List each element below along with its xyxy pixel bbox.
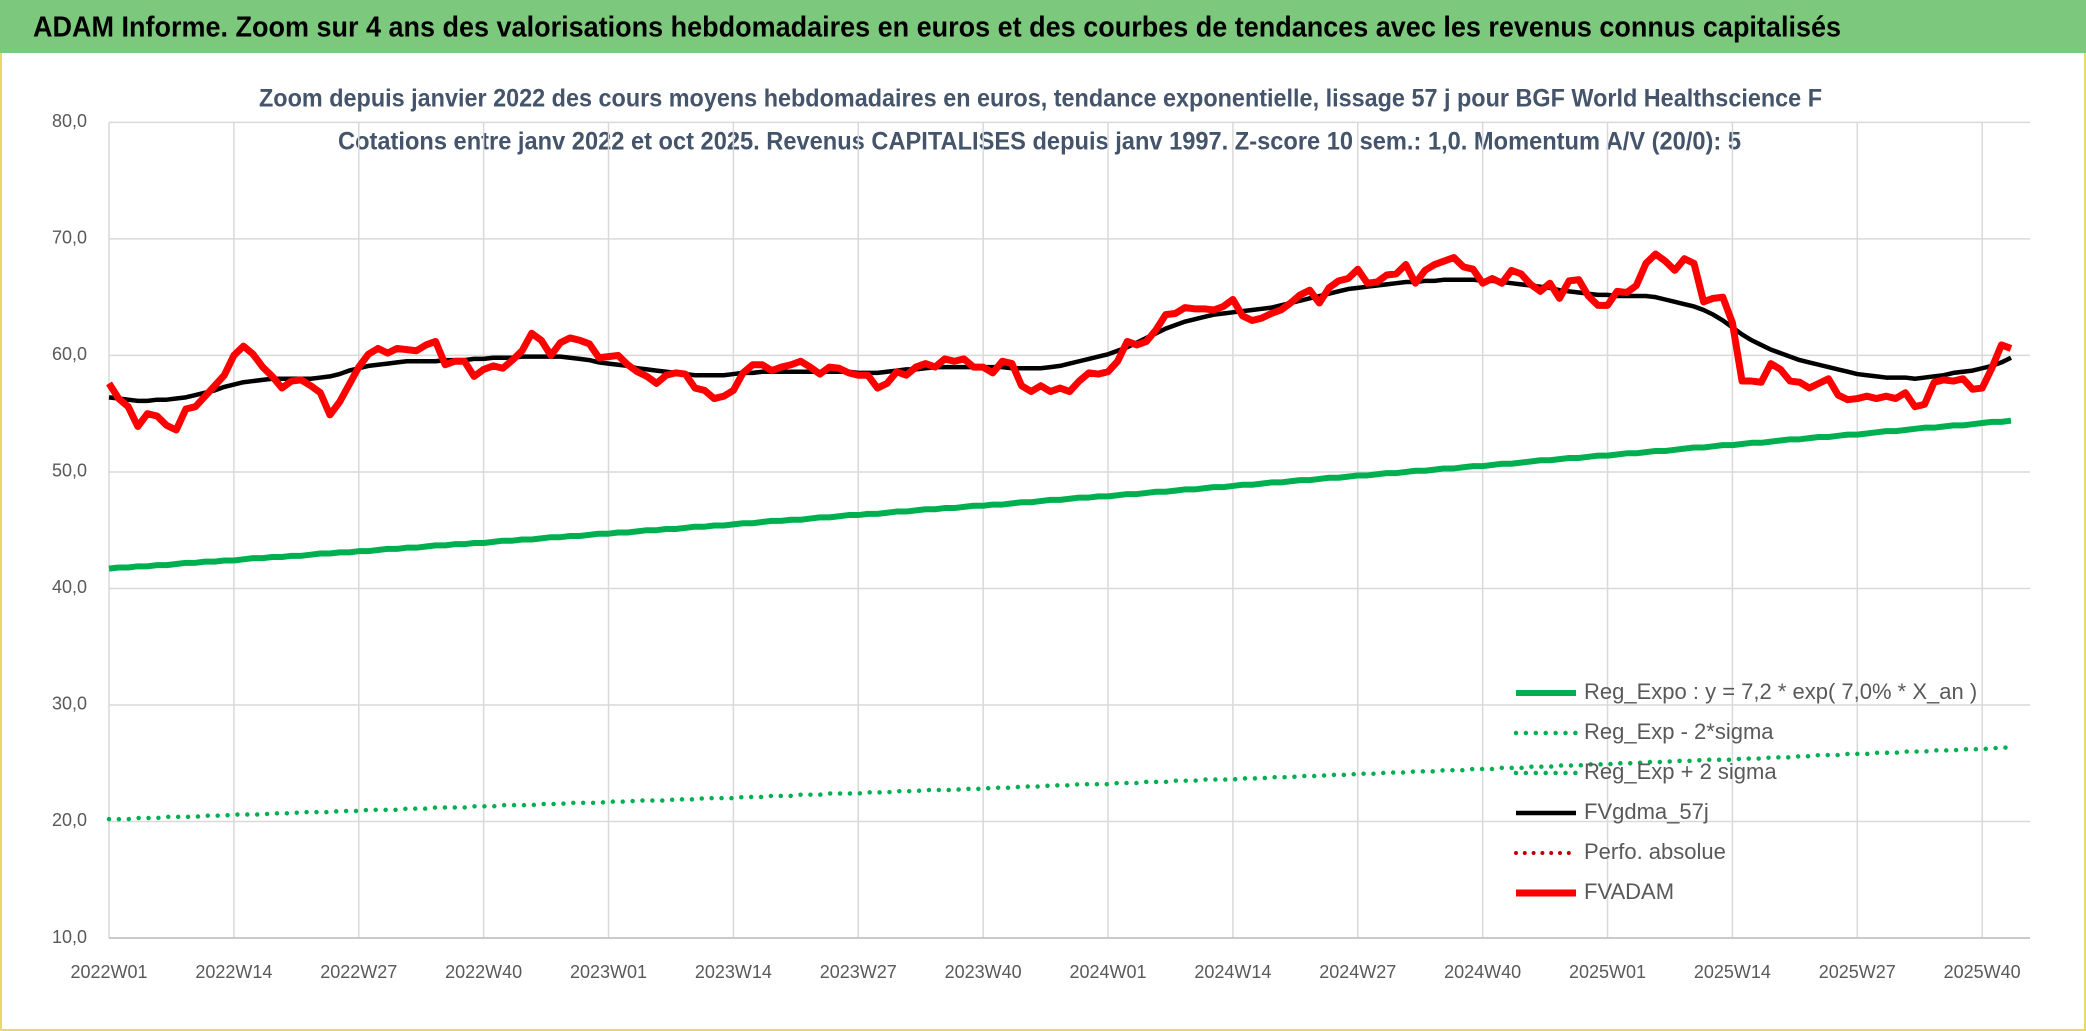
series-line — [108, 417, 2012, 572]
y-tick-label: 20,0 — [52, 810, 87, 830]
x-tick-label: 2025W40 — [1944, 962, 2021, 982]
plot-area — [106, 250, 2014, 822]
y-tick-label: 60,0 — [52, 344, 87, 364]
y-tick-label: 50,0 — [52, 461, 87, 481]
y-tick-label: 80,0 — [52, 111, 87, 131]
legend-label: FVgdma_57j — [1584, 799, 1709, 824]
legend-label: Reg_Exp + 2 sigma — [1584, 759, 1777, 784]
y-tick-label: 40,0 — [52, 577, 87, 597]
x-tick-label: 2022W01 — [70, 962, 147, 982]
x-tick-label: 2024W14 — [1194, 962, 1271, 982]
x-tick-label: 2024W27 — [1319, 962, 1396, 982]
y-tick-label: 30,0 — [52, 694, 87, 714]
x-tick-label: 2023W27 — [820, 962, 897, 982]
x-tick-label: 2022W27 — [320, 962, 397, 982]
x-tick-label: 2025W14 — [1694, 962, 1771, 982]
series-line — [106, 250, 2013, 434]
grid: 10,0 20,0 30,0 40,0 50,0 60,0 70,0 80,0 2022W01 2… — [52, 111, 2030, 982]
y-tick-label: 70,0 — [52, 228, 87, 248]
title-banner — [0, 0, 2086, 53]
legend: Reg_Expo : y = 7,2 * exp( 7,0% * X_an ) R… — [1513, 679, 1977, 904]
x-tick-label: 2024W40 — [1444, 962, 1521, 982]
legend-label: Perfo. absolue — [1584, 839, 1726, 864]
x-tick-label: 2023W01 — [570, 962, 647, 982]
x-tick-label: 2025W27 — [1819, 962, 1896, 982]
series-line — [108, 277, 2012, 404]
subtitle: Cotations entre janv 2022 et oct 2025. R… — [338, 128, 1741, 156]
legend-label: Reg_Expo : y = 7,2 * exp( 7,0% * X_an ) — [1584, 679, 1977, 704]
x-tick-label: 2024W01 — [1069, 962, 1146, 982]
chart-title: ADAM Informe. Zoom sur 4 ans des valoris… — [33, 12, 1841, 44]
x-tick-label: 2022W40 — [445, 962, 522, 982]
legend-label: Reg_Exp - 2*sigma — [1584, 719, 1774, 744]
legend-label: FVADAM — [1584, 879, 1674, 904]
subtitle: Zoom depuis janvier 2022 des cours moyen… — [259, 85, 1822, 113]
series-line — [106, 744, 2014, 822]
x-tick-label: 2022W14 — [195, 962, 272, 982]
x-tick-label: 2025W01 — [1569, 962, 1646, 982]
x-tick-label: 2023W14 — [695, 962, 772, 982]
y-tick-label: 10,0 — [52, 927, 87, 947]
x-tick-label: 2023W40 — [945, 962, 1022, 982]
